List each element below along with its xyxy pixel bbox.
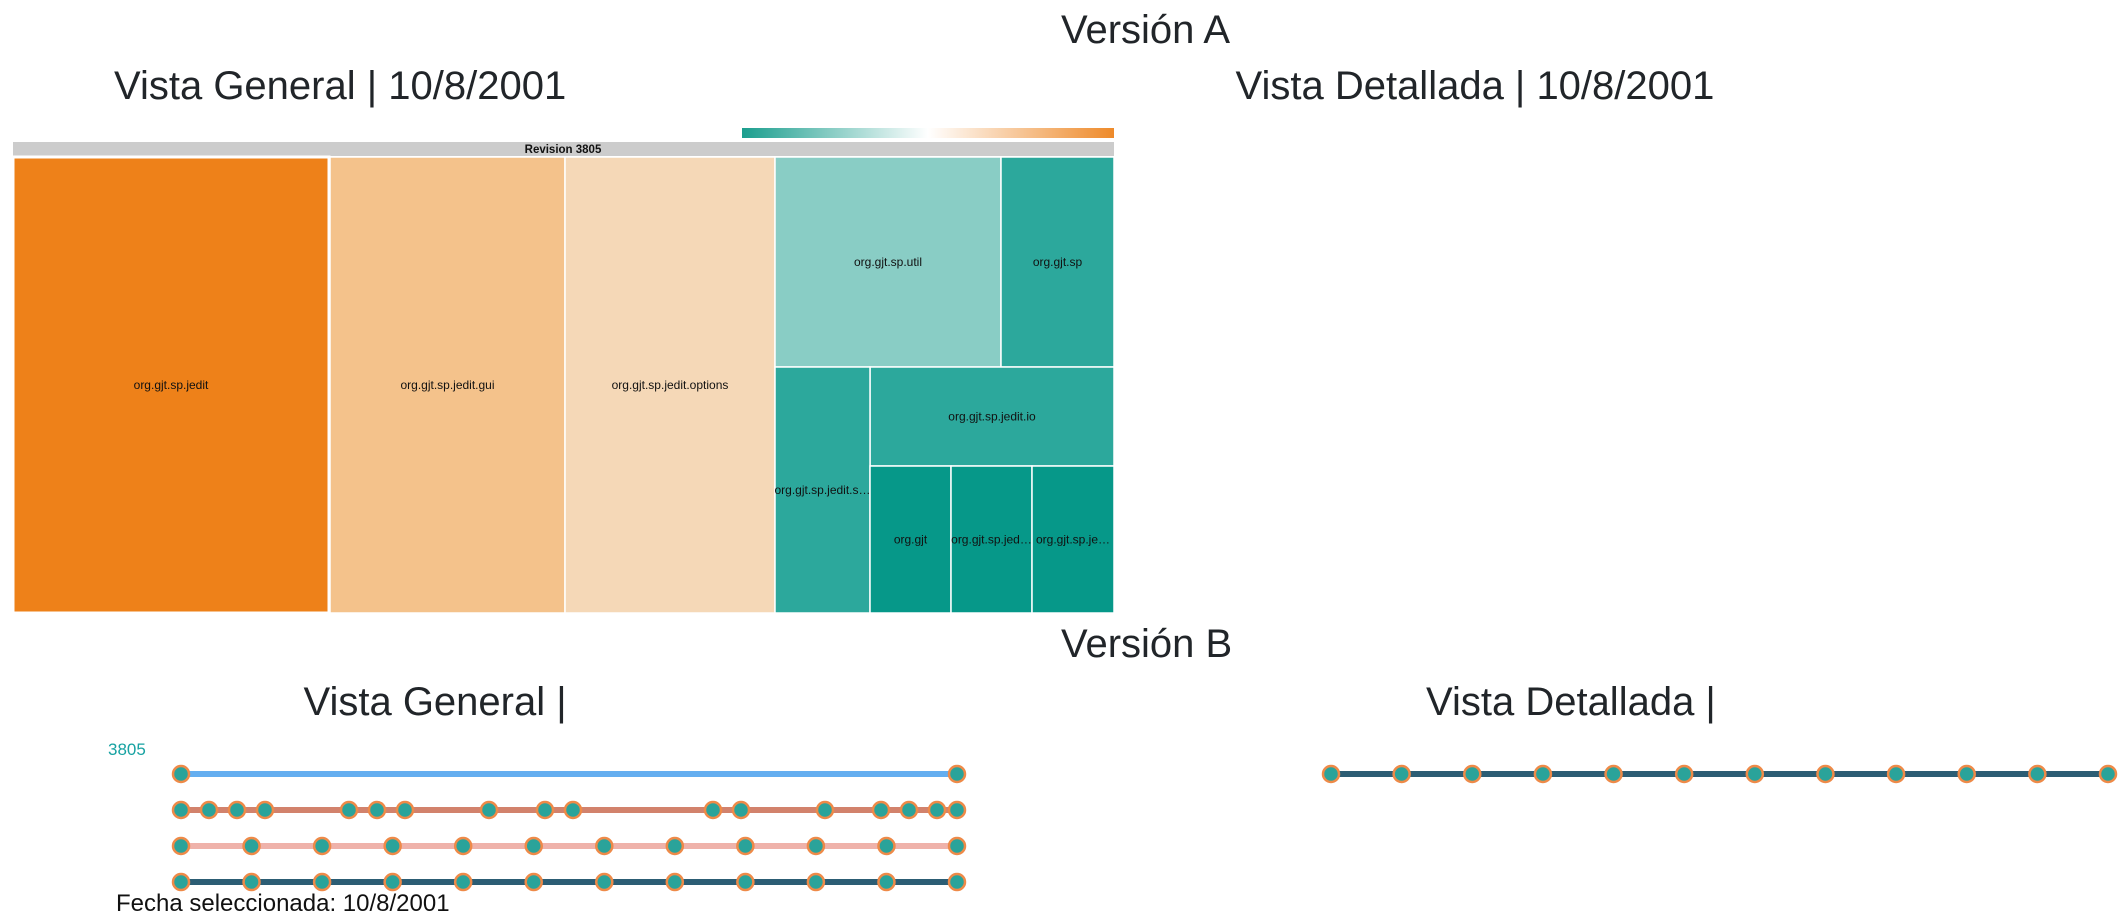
- detail-series-node[interactable]: [1321, 764, 1341, 784]
- selected-date-label: Fecha seleccionada: 10/8/2001: [116, 890, 450, 917]
- treemap-cell-label: org.gjt.sp.util: [854, 255, 922, 269]
- general-series-3-node[interactable]: [383, 836, 402, 856]
- general-series-4-node[interactable]: [806, 872, 826, 892]
- treemap-cell[interactable]: [869, 465, 952, 614]
- treemap-cell-label: org.gjt.sp.jedit.options: [612, 378, 729, 392]
- detail-series-node[interactable]: [2028, 764, 2047, 784]
- general-series-4-node[interactable]: [595, 872, 614, 892]
- general-series-4-node[interactable]: [524, 872, 543, 892]
- detail-series-node[interactable]: [1674, 764, 1694, 784]
- general-series-2-node[interactable]: [395, 800, 415, 820]
- general-series-3-node[interactable]: [947, 836, 967, 856]
- general-series-4-node[interactable]: [736, 872, 755, 892]
- treemap-cell-label: org.gjt: [894, 533, 928, 547]
- treemap-chart: Revision 3805 org.gjt.sp.jedit org.gjt.sp…: [11, 128, 1115, 615]
- general-series-3-node[interactable]: [312, 836, 332, 856]
- general-series-4-node[interactable]: [383, 872, 402, 892]
- general-series-4-node[interactable]: [453, 872, 473, 892]
- general-series-3-node[interactable]: [242, 836, 261, 856]
- general-series-4-node[interactable]: [947, 872, 967, 892]
- general-series-4-node[interactable]: [877, 872, 896, 892]
- general-series-2-node[interactable]: [815, 800, 835, 820]
- general-series-3-node[interactable]: [595, 836, 614, 856]
- detail-series-node[interactable]: [1392, 764, 1411, 784]
- general-series-2-node[interactable]: [199, 800, 219, 820]
- treemap-cell-label: org.gjt.sp.jedit.gui: [400, 378, 494, 392]
- detail-series-node[interactable]: [1533, 764, 1553, 784]
- general-series-1-node[interactable]: [171, 764, 191, 784]
- treemap-cell-label: org.gjt.sp.jedit.io: [948, 410, 1036, 424]
- version-b-title: Versión B: [1061, 622, 1233, 666]
- general-series-4-node[interactable]: [171, 872, 191, 892]
- treemap-cell[interactable]: [1031, 465, 1115, 614]
- version-a-detail-title: Vista Detallada | 10/8/2001: [1235, 64, 1715, 108]
- general-series-1-node[interactable]: [947, 764, 967, 784]
- detail-series-node[interactable]: [1463, 764, 1482, 784]
- detail-series-node[interactable]: [1816, 764, 1835, 784]
- version-b-general-title: Vista General |: [303, 680, 567, 724]
- general-series-2-node[interactable]: [731, 800, 751, 820]
- treemap-cell-label: org.gjt.sp: [1033, 255, 1083, 269]
- general-series-3-node[interactable]: [171, 836, 191, 856]
- general-series-4-node[interactable]: [312, 872, 332, 892]
- treemap-cell[interactable]: [774, 156, 1002, 368]
- general-series-4-node[interactable]: [242, 872, 261, 892]
- detail-series-node[interactable]: [1604, 764, 1623, 784]
- general-series-2-node[interactable]: [367, 800, 387, 820]
- general-series-2-node[interactable]: [227, 800, 247, 820]
- color-legend-gradient: [742, 128, 1114, 138]
- general-series-3-node[interactable]: [453, 836, 473, 856]
- detail-series-node[interactable]: [2098, 764, 2118, 784]
- treemap-cell[interactable]: [564, 156, 776, 614]
- general-series-2-node[interactable]: [479, 800, 499, 820]
- general-series-2-node[interactable]: [871, 800, 891, 820]
- treemap-cell-label: org.gjt.sp.jedit.s…: [774, 483, 870, 497]
- detail-series-node[interactable]: [1957, 764, 1976, 784]
- general-series-2-node[interactable]: [255, 800, 275, 820]
- treemap-header-label: Revision 3805: [525, 144, 602, 156]
- general-series-3-node[interactable]: [524, 836, 543, 856]
- treemap-cell[interactable]: [774, 366, 871, 614]
- treemap-cell[interactable]: [1000, 156, 1115, 368]
- general-series-2-node[interactable]: [563, 800, 583, 820]
- version-a-general-title: Vista General | 10/8/2001: [114, 64, 567, 108]
- general-series-2-node[interactable]: [703, 800, 723, 820]
- general-series-2-node[interactable]: [927, 800, 947, 820]
- treemap-cell[interactable]: [11, 155, 331, 615]
- treemap-cell[interactable]: [329, 156, 566, 614]
- general-series-2-node[interactable]: [535, 800, 555, 820]
- treemap-cell-label: org.gjt.sp.je…: [1036, 533, 1110, 547]
- version-b-detail-title: Vista Detallada |: [1426, 680, 1716, 724]
- general-series-3-node[interactable]: [736, 836, 755, 856]
- general-series-2-node[interactable]: [899, 800, 919, 820]
- detail-series-node[interactable]: [1745, 764, 1765, 784]
- general-series-2-node[interactable]: [339, 800, 359, 820]
- general-series-2-node[interactable]: [171, 800, 191, 820]
- detail-series-node[interactable]: [1886, 764, 1906, 784]
- general-series-4-node[interactable]: [665, 872, 685, 892]
- revision-label: 3805: [108, 740, 146, 759]
- treemap-cell-label: org.gjt.sp.jedit: [134, 378, 209, 392]
- general-series-2-node[interactable]: [947, 800, 967, 820]
- general-series-3-node[interactable]: [665, 836, 685, 856]
- treemap-cell-label: org.gjt.sp.jed…: [951, 533, 1032, 547]
- general-series-3-node[interactable]: [877, 836, 896, 856]
- general-series-3-node[interactable]: [806, 836, 826, 856]
- treemap-header-bar[interactable]: [13, 142, 1114, 156]
- version-a-title: Versión A: [1061, 8, 1231, 52]
